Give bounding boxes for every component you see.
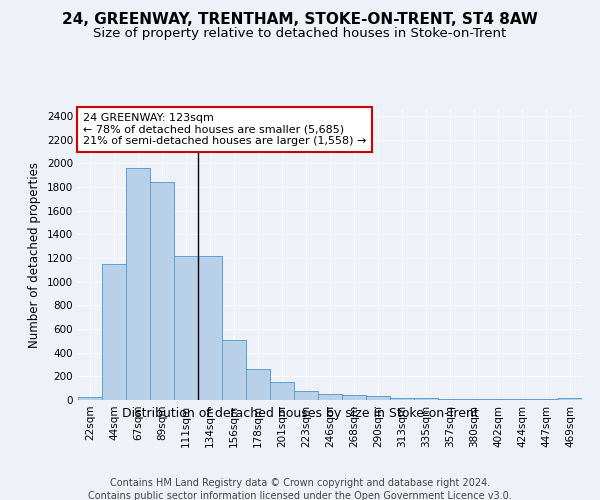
Bar <box>174 256 198 400</box>
Bar <box>438 399 462 400</box>
Bar <box>390 398 414 400</box>
Text: 24 GREENWAY: 123sqm
← 78% of detached houses are smaller (5,685)
21% of semi-det: 24 GREENWAY: 123sqm ← 78% of detached ho… <box>83 113 367 146</box>
Text: Contains HM Land Registry data © Crown copyright and database right 2024.: Contains HM Land Registry data © Crown c… <box>110 478 490 488</box>
Bar <box>150 182 174 400</box>
Text: 24, GREENWAY, TRENTHAM, STOKE-ON-TRENT, ST4 8AW: 24, GREENWAY, TRENTHAM, STOKE-ON-TRENT, … <box>62 12 538 28</box>
Y-axis label: Number of detached properties: Number of detached properties <box>28 162 41 348</box>
Text: Distribution of detached houses by size in Stoke-on-Trent: Distribution of detached houses by size … <box>122 408 478 420</box>
Bar <box>246 368 270 400</box>
Bar <box>198 256 222 400</box>
Text: Contains public sector information licensed under the Open Government Licence v3: Contains public sector information licen… <box>88 491 512 500</box>
Bar <box>318 394 342 400</box>
Bar <box>558 398 582 400</box>
Bar <box>78 397 102 400</box>
Bar <box>222 340 246 400</box>
Bar <box>414 398 438 400</box>
Text: Size of property relative to detached houses in Stoke-on-Trent: Size of property relative to detached ho… <box>94 28 506 40</box>
Bar <box>294 390 318 400</box>
Bar <box>366 396 390 400</box>
Bar <box>102 264 126 400</box>
Bar <box>342 394 366 400</box>
Bar <box>126 168 150 400</box>
Bar <box>270 382 294 400</box>
